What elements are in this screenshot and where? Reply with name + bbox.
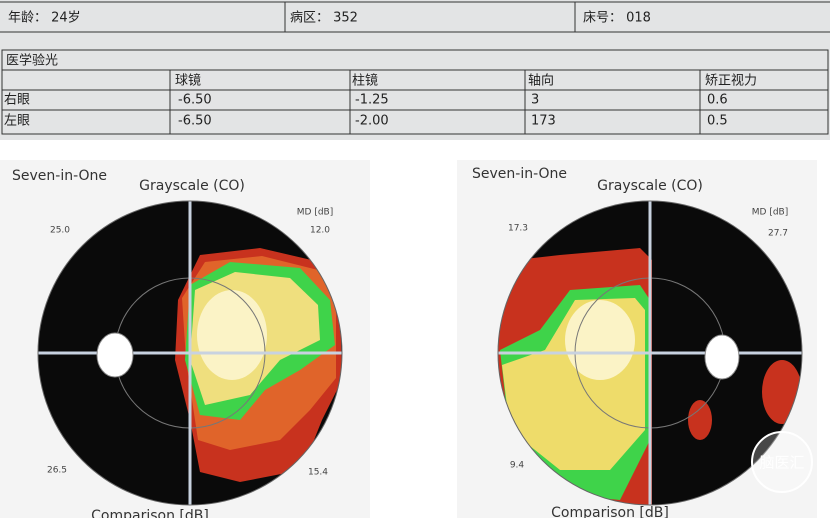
crosshair [38, 201, 342, 505]
cell: 0.5 [707, 114, 728, 129]
column-header: 球镜 [175, 74, 201, 89]
row-label: 左眼 [4, 114, 30, 129]
quadrant-value: 17.3 [508, 224, 528, 234]
panel-title: Grayscale (CO) [597, 178, 703, 194]
bed: 床号： 018 [583, 11, 651, 26]
watermark-badge [751, 431, 813, 493]
field-border [37, 200, 343, 506]
watermark: 脑医汇 [759, 454, 804, 472]
cell: -1.25 [355, 93, 389, 108]
cell: -6.50 [178, 93, 212, 108]
panel-footer: Comparison [dB] [91, 508, 209, 518]
blind-spot [96, 332, 134, 378]
panel-footer: Comparison [dB] [551, 505, 669, 518]
brand: Seven-in-One [12, 168, 107, 184]
age: 年龄： 24岁 [8, 11, 81, 26]
row-label: 右眼 [4, 93, 30, 108]
quadrant-value: 26.5 [47, 466, 67, 476]
column-header: 轴向 [528, 73, 554, 89]
panel-title: Grayscale (CO) [139, 178, 245, 194]
cell: -6.50 [178, 114, 212, 129]
blind-spot [704, 334, 740, 380]
quadrant-value: 15.4 [308, 468, 328, 478]
md-label: MD [dB] [297, 208, 333, 218]
cell: 0.6 [707, 93, 728, 108]
quadrant-value: 9.4 [510, 461, 525, 471]
column-header: 柱镜 [352, 74, 378, 89]
table-title: 医学验光 [6, 53, 58, 69]
quadrant-value: 12.0 [310, 226, 330, 236]
table-lines [0, 1, 830, 135]
quadrant-value: 27.7 [768, 229, 788, 239]
crosshair [498, 201, 802, 505]
ward: 病区： 352 [290, 11, 358, 26]
column-header: 矫正视力 [705, 74, 757, 89]
md-label: MD [dB] [752, 208, 788, 218]
field-border [497, 200, 803, 506]
cell: 3 [531, 93, 539, 108]
brand: Seven-in-One [472, 166, 567, 182]
quadrant-value: 25.0 [50, 226, 70, 236]
cell: -2.00 [355, 114, 389, 129]
cell: 173 [531, 114, 556, 129]
